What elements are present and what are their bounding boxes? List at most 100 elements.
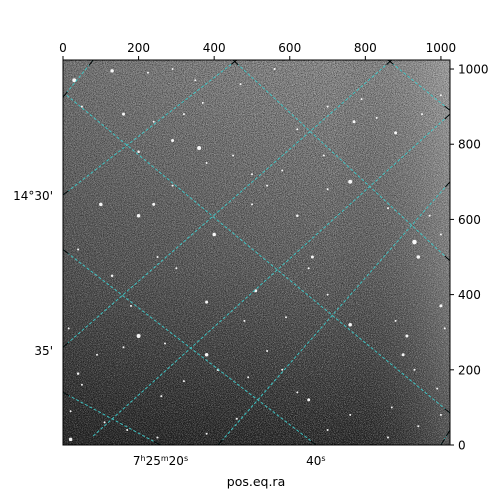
star — [439, 94, 442, 97]
star — [401, 353, 405, 357]
star — [417, 425, 420, 428]
wcs-tick — [386, 59, 393, 65]
star — [80, 105, 83, 108]
right-tick-label: 400 — [458, 288, 481, 302]
star — [360, 98, 363, 101]
top-tick-label: 800 — [354, 41, 377, 55]
star — [201, 101, 204, 104]
star — [428, 214, 431, 217]
star — [416, 255, 421, 259]
star — [205, 162, 208, 164]
star — [307, 398, 311, 402]
star — [310, 255, 314, 259]
grid-line — [232, 60, 450, 262]
star — [326, 105, 329, 108]
dec-tick-label: 14°30' — [13, 189, 53, 203]
top-tick-label: 200 — [127, 41, 150, 55]
ra-tick-labels: 7h25m20s 40s — [133, 454, 326, 469]
star — [326, 293, 329, 296]
grid-line — [63, 249, 317, 445]
grid-line — [217, 181, 450, 445]
star — [122, 346, 125, 349]
star — [156, 256, 159, 258]
star — [152, 120, 155, 123]
top-pixel-axis: 0 200 400 600 800 1000 — [59, 41, 456, 60]
star — [352, 120, 356, 124]
star — [439, 233, 442, 236]
wcs-tick — [387, 59, 394, 65]
star — [326, 429, 329, 431]
star — [137, 150, 140, 153]
right-tick-label: 200 — [458, 363, 481, 377]
star — [247, 376, 250, 379]
star — [182, 113, 185, 116]
star — [307, 267, 310, 270]
star — [156, 436, 159, 439]
star — [296, 391, 299, 394]
wcs-tick — [62, 91, 68, 98]
wcs-tick — [88, 59, 94, 66]
star — [182, 380, 185, 383]
grid-line — [66, 94, 450, 414]
star — [296, 214, 299, 217]
wcs-tick-marks — [62, 59, 451, 446]
grid-line — [63, 391, 161, 445]
star — [281, 368, 284, 371]
ra-tick-label: 7h25m20s — [133, 454, 188, 469]
ra-tick-label: 40s — [306, 454, 325, 469]
star — [273, 68, 276, 70]
star — [152, 202, 156, 206]
star — [239, 83, 242, 86]
star — [194, 79, 197, 82]
star — [235, 417, 238, 420]
grid-line — [63, 60, 238, 196]
star — [405, 334, 409, 338]
top-tick-label: 0 — [59, 41, 67, 55]
wcs-tick — [231, 59, 238, 65]
grid-line — [92, 113, 450, 437]
star — [375, 116, 378, 119]
top-tick-label: 1000 — [426, 41, 457, 55]
star — [243, 319, 246, 322]
star — [164, 342, 166, 345]
star — [136, 213, 141, 218]
right-tick-label: 1000 — [458, 63, 489, 77]
star — [439, 304, 443, 308]
wcs-tick — [444, 113, 451, 120]
star — [103, 421, 106, 424]
star — [266, 350, 269, 352]
dec-tick-labels: 14°30' 35' — [13, 189, 53, 358]
star — [232, 154, 235, 157]
star — [394, 319, 397, 322]
top-tick-label: 600 — [278, 41, 301, 55]
wcs-tick — [444, 105, 451, 111]
stars — [67, 68, 446, 442]
wcs-tick — [444, 181, 451, 188]
wcs-tick — [62, 342, 69, 348]
wcs-tick — [232, 59, 239, 66]
star — [67, 327, 70, 330]
grid-line — [63, 60, 393, 348]
star — [171, 139, 175, 142]
star — [421, 113, 423, 116]
star — [251, 173, 253, 176]
star — [387, 436, 389, 439]
dec-tick-label: 35' — [34, 344, 53, 358]
star — [413, 368, 416, 371]
wcs-tick — [62, 249, 69, 255]
star — [281, 169, 284, 172]
star — [348, 322, 352, 327]
star — [349, 413, 352, 416]
star — [322, 154, 325, 157]
star — [197, 146, 202, 150]
star — [171, 184, 174, 187]
star — [266, 184, 269, 187]
star — [147, 71, 149, 74]
grid-line — [387, 60, 450, 111]
star — [175, 267, 178, 270]
wcs-tick — [217, 439, 223, 446]
star — [443, 327, 446, 330]
star — [99, 202, 103, 207]
wcs-tick — [62, 391, 70, 397]
